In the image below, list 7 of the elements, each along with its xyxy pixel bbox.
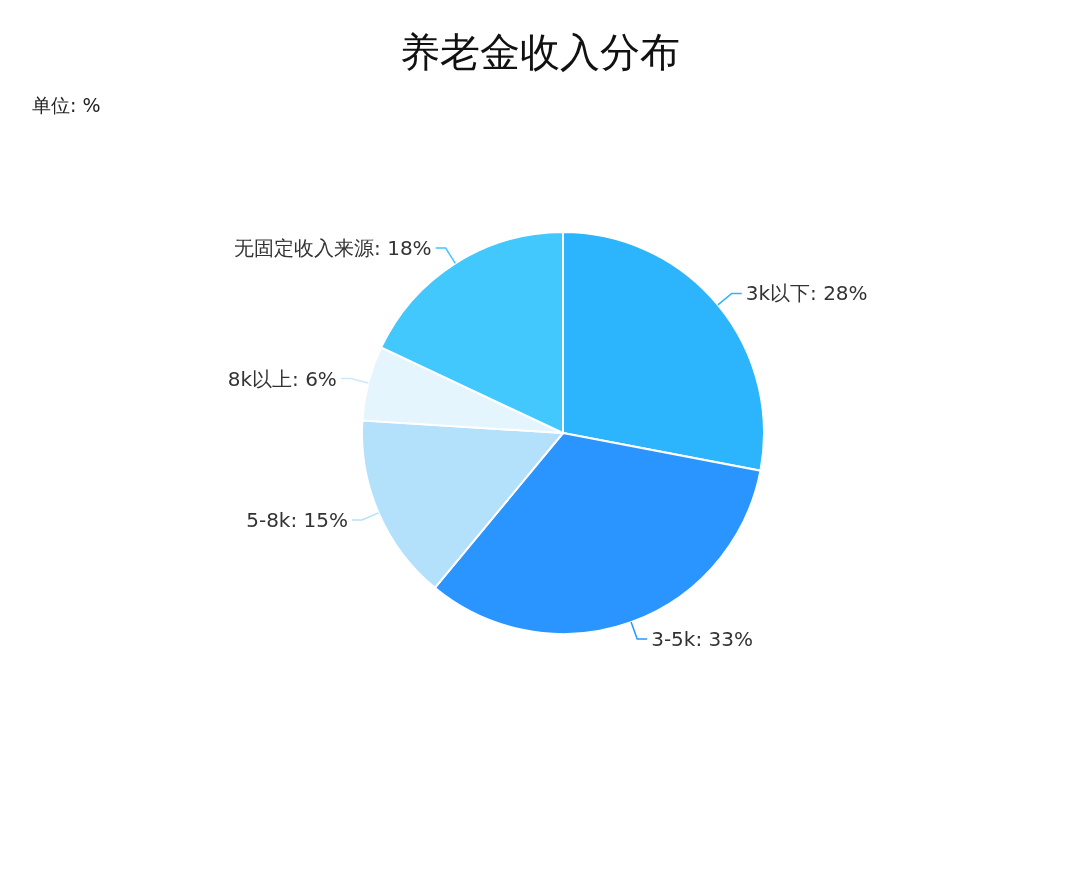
chart-title: 养老金收入分布 [400,29,680,75]
slice-label: 3-5k: 33% [651,627,753,652]
slice-label: 5-8k: 15% [246,507,349,532]
slice-label: 3k以下: 28% [745,281,868,306]
slice-label: 8k以上: 6% [227,366,337,391]
text: 单位: % [32,94,101,116]
slice-label: 无固定收入来源: 18% [234,236,432,261]
